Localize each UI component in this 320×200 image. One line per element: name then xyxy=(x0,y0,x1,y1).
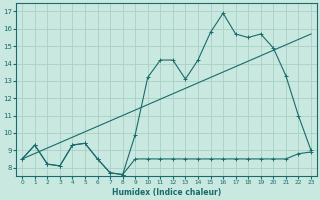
X-axis label: Humidex (Indice chaleur): Humidex (Indice chaleur) xyxy=(112,188,221,197)
